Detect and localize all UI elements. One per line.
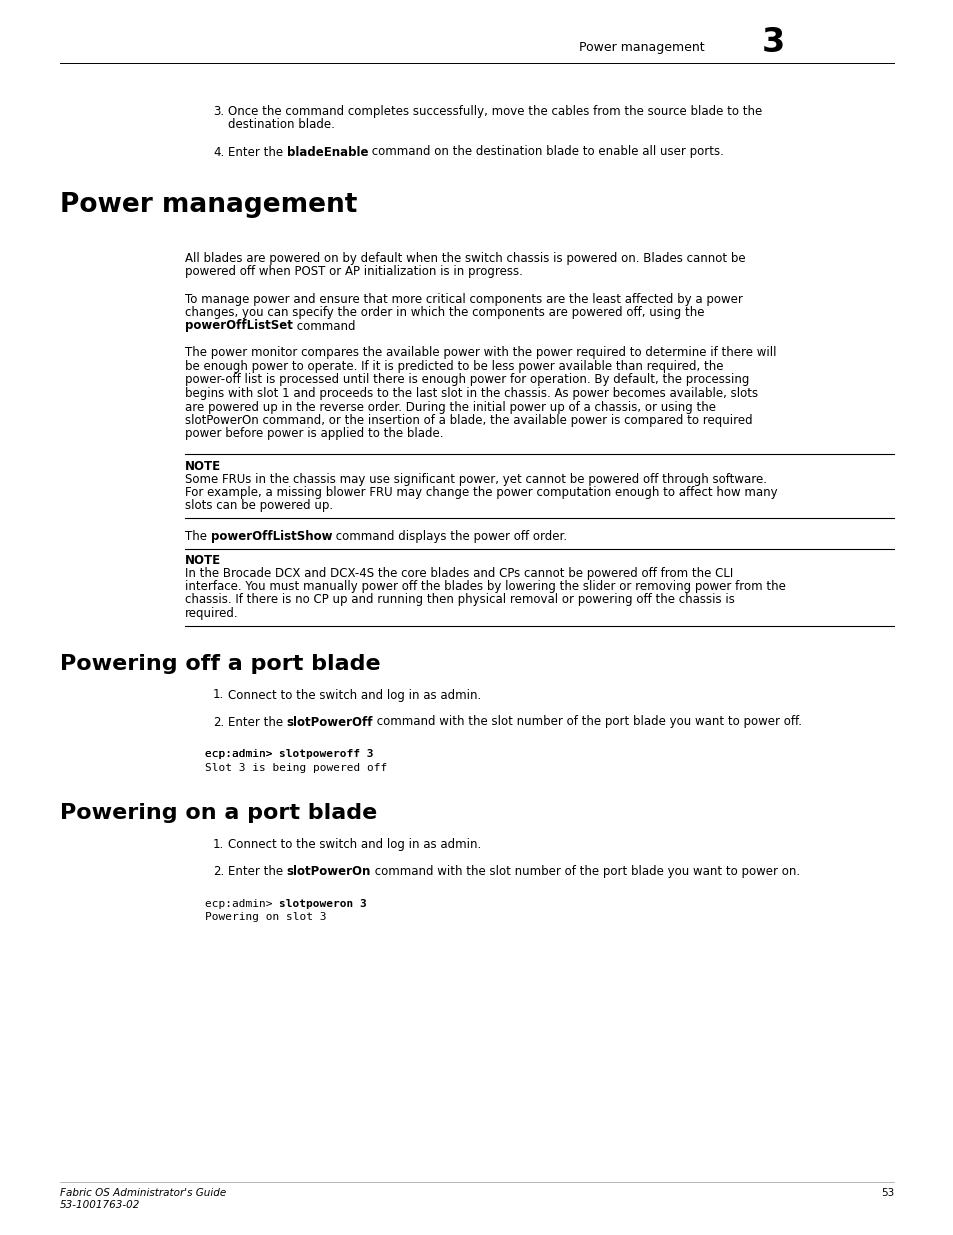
Text: changes, you can specify the order in which the components are powered off, usin: changes, you can specify the order in wh… [185, 306, 703, 319]
Text: command displays the power off order.: command displays the power off order. [332, 530, 567, 543]
Text: 1.: 1. [213, 839, 224, 851]
Text: slotpoweroff 3: slotpoweroff 3 [279, 750, 374, 760]
Text: Enter the: Enter the [228, 146, 287, 158]
Text: 53-1001763-02: 53-1001763-02 [60, 1200, 140, 1210]
Text: Power management: Power management [578, 42, 704, 54]
Text: slotPowerOn command, or the insertion of a blade, the available power is compare: slotPowerOn command, or the insertion of… [185, 414, 752, 427]
Text: All blades are powered on by default when the switch chassis is powered on. Blad: All blades are powered on by default whe… [185, 252, 745, 266]
Text: 4.: 4. [213, 146, 224, 158]
Text: Fabric OS Administrator's Guide: Fabric OS Administrator's Guide [60, 1188, 226, 1198]
Text: For example, a missing blower FRU may change the power computation enough to aff: For example, a missing blower FRU may ch… [185, 487, 777, 499]
Text: begins with slot 1 and proceeds to the last slot in the chassis. As power become: begins with slot 1 and proceeds to the l… [185, 387, 758, 400]
Text: command with the slot number of the port blade you want to power off.: command with the slot number of the port… [373, 715, 801, 729]
Text: 2.: 2. [213, 866, 224, 878]
Text: 3.: 3. [213, 105, 224, 119]
Text: ecp:admin>: ecp:admin> [205, 750, 279, 760]
Text: Once the command completes successfully, move the cables from the source blade t: Once the command completes successfully,… [228, 105, 761, 119]
Text: command: command [293, 320, 355, 332]
Text: In the Brocade DCX and DCX-4S the core blades and CPs cannot be powered off from: In the Brocade DCX and DCX-4S the core b… [185, 567, 733, 579]
Text: Enter the: Enter the [228, 715, 287, 729]
Text: be enough power to operate. If it is predicted to be less power available than r: be enough power to operate. If it is pre… [185, 359, 722, 373]
Text: Powering off a port blade: Powering off a port blade [60, 653, 380, 673]
Text: chassis. If there is no CP up and running then physical removal or powering off : chassis. If there is no CP up and runnin… [185, 594, 734, 606]
Text: NOTE: NOTE [185, 553, 221, 567]
Text: power before power is applied to the blade.: power before power is applied to the bla… [185, 427, 443, 441]
Text: interface. You must manually power off the blades by lowering the slider or remo: interface. You must manually power off t… [185, 580, 785, 593]
Text: Power management: Power management [60, 191, 357, 219]
Text: ecp:admin>: ecp:admin> [205, 750, 279, 760]
Text: slotpoweron 3: slotpoweron 3 [279, 899, 367, 909]
Text: command on the destination blade to enable all user ports.: command on the destination blade to enab… [368, 146, 723, 158]
Text: powered off when POST or AP initialization is in progress.: powered off when POST or AP initializati… [185, 266, 522, 279]
Text: ecp:admin>: ecp:admin> [205, 899, 279, 909]
Text: 53: 53 [880, 1188, 893, 1198]
Text: Slot 3 is being powered off: Slot 3 is being powered off [205, 763, 387, 773]
Text: Some FRUs in the chassis may use significant power, yet cannot be powered off th: Some FRUs in the chassis may use signifi… [185, 473, 766, 485]
Text: destination blade.: destination blade. [228, 119, 335, 131]
Text: bladeEnable: bladeEnable [287, 146, 368, 158]
Text: Connect to the switch and log in as admin.: Connect to the switch and log in as admi… [228, 839, 480, 851]
Text: 3: 3 [761, 26, 784, 59]
Text: slots can be powered up.: slots can be powered up. [185, 499, 333, 513]
Text: power-off list is processed until there is enough power for operation. By defaul: power-off list is processed until there … [185, 373, 749, 387]
Text: are powered up in the reverse order. During the initial power up of a chassis, o: are powered up in the reverse order. Dur… [185, 400, 716, 414]
Text: required.: required. [185, 606, 238, 620]
Text: 2.: 2. [213, 715, 224, 729]
Text: To manage power and ensure that more critical components are the least affected : To manage power and ensure that more cri… [185, 293, 742, 305]
Text: Enter the: Enter the [228, 866, 287, 878]
Text: powerOffListSet: powerOffListSet [185, 320, 293, 332]
Text: Connect to the switch and log in as admin.: Connect to the switch and log in as admi… [228, 688, 480, 701]
Text: The power monitor compares the available power with the power required to determ: The power monitor compares the available… [185, 347, 776, 359]
Text: NOTE: NOTE [185, 459, 221, 473]
Text: slotPowerOff: slotPowerOff [287, 715, 373, 729]
Text: slotPowerOn: slotPowerOn [287, 866, 371, 878]
Text: Powering on a port blade: Powering on a port blade [60, 803, 376, 824]
Text: 1.: 1. [213, 688, 224, 701]
Text: command with the slot number of the port blade you want to power on.: command with the slot number of the port… [371, 866, 800, 878]
Text: Powering on slot 3: Powering on slot 3 [205, 913, 326, 923]
Text: powerOffListShow: powerOffListShow [211, 530, 332, 543]
Text: The: The [185, 530, 211, 543]
